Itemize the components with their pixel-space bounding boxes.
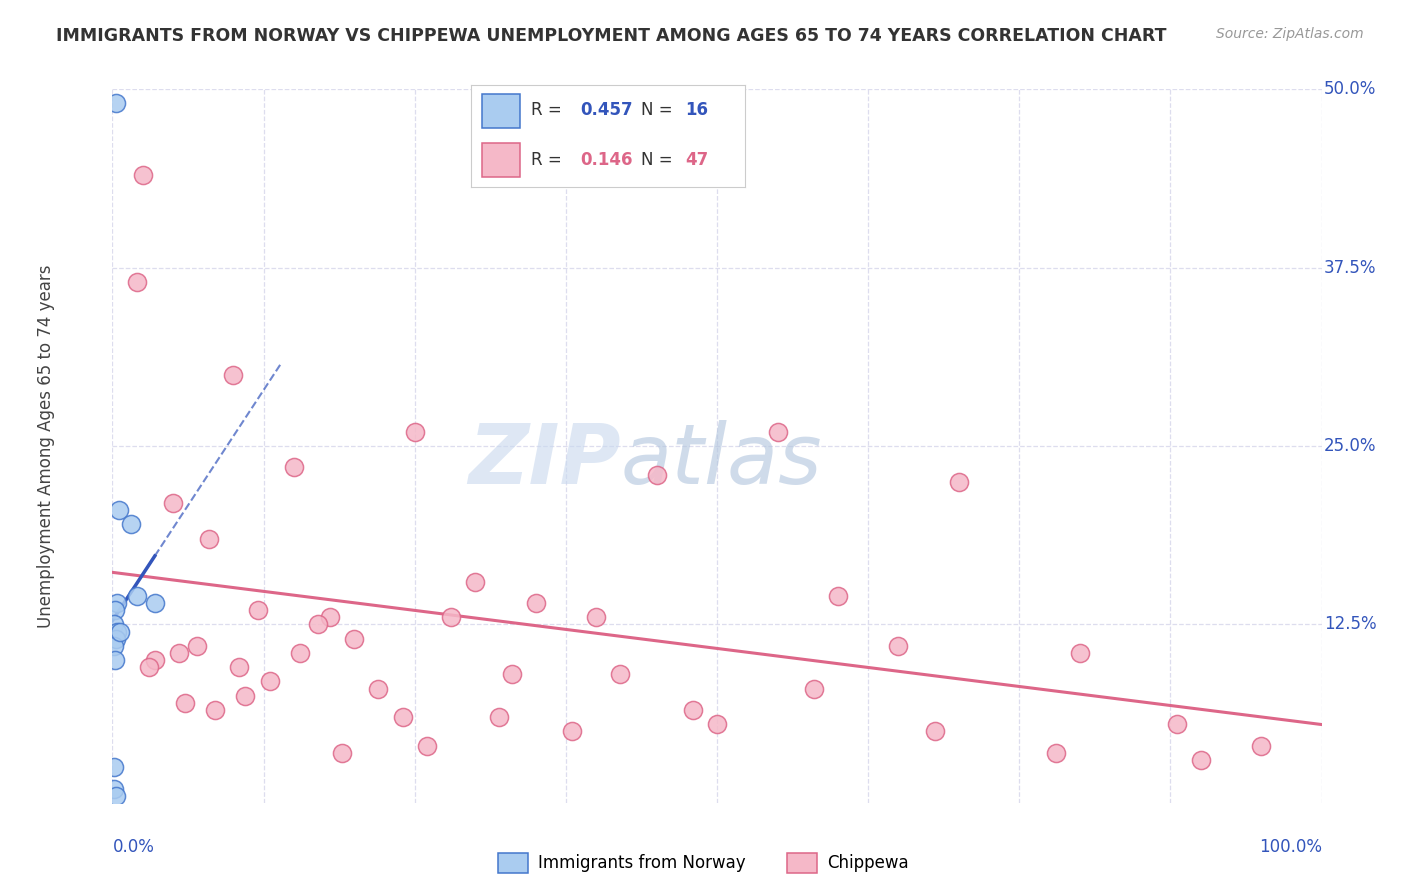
Text: 37.5%: 37.5% [1324, 259, 1376, 277]
Point [198, 532, 221, 546]
Point [103, 781, 125, 796]
Point [104, 789, 127, 803]
Point [104, 653, 127, 667]
Point [104, 632, 127, 646]
Point [1069, 646, 1091, 660]
Text: 0.457: 0.457 [581, 102, 633, 120]
Text: N =: N = [641, 102, 678, 120]
Point [948, 475, 970, 489]
Point [330, 746, 353, 760]
Point [887, 639, 910, 653]
Point [104, 603, 127, 617]
Point [125, 275, 148, 289]
Point [143, 596, 166, 610]
Text: R =: R = [531, 102, 568, 120]
Point [235, 689, 257, 703]
Point [367, 681, 389, 696]
Point [319, 610, 342, 624]
Point [132, 168, 155, 182]
Point [120, 517, 142, 532]
Point [585, 610, 607, 624]
Text: 12.5%: 12.5% [1324, 615, 1376, 633]
Point [105, 96, 128, 111]
Point [108, 624, 131, 639]
Legend: Immigrants from Norway, Chippewa: Immigrants from Norway, Chippewa [491, 847, 915, 880]
FancyBboxPatch shape [482, 94, 520, 128]
Text: N =: N = [641, 151, 678, 169]
Text: ZIP: ZIP [468, 420, 620, 500]
Text: Unemployment Among Ages 65 to 74 years: Unemployment Among Ages 65 to 74 years [37, 264, 55, 628]
Point [105, 596, 128, 610]
Point [343, 632, 366, 646]
Point [125, 589, 148, 603]
Point [246, 603, 269, 617]
Text: 0.0%: 0.0% [112, 838, 155, 856]
Point [488, 710, 510, 724]
Point [204, 703, 226, 717]
Text: R =: R = [531, 151, 568, 169]
Point [391, 710, 413, 724]
Point [501, 667, 523, 681]
Point [103, 617, 125, 632]
Point [186, 639, 208, 653]
Text: IMMIGRANTS FROM NORWAY VS CHIPPEWA UNEMPLOYMENT AMONG AGES 65 TO 74 YEARS CORREL: IMMIGRANTS FROM NORWAY VS CHIPPEWA UNEMP… [56, 27, 1167, 45]
Point [524, 596, 547, 610]
Point [103, 760, 125, 774]
FancyBboxPatch shape [482, 144, 520, 177]
Text: 25.0%: 25.0% [1324, 437, 1376, 455]
Point [174, 696, 197, 710]
Point [766, 425, 789, 439]
Point [827, 589, 849, 603]
Point [440, 610, 463, 624]
Text: 0.146: 0.146 [581, 151, 633, 169]
Point [288, 646, 311, 660]
Text: atlas: atlas [620, 420, 823, 500]
Point [162, 496, 184, 510]
Point [222, 368, 245, 382]
Text: 47: 47 [685, 151, 709, 169]
Point [307, 617, 329, 632]
Point [283, 460, 305, 475]
Point [609, 667, 631, 681]
Point [706, 717, 728, 731]
Text: 100.0%: 100.0% [1258, 838, 1322, 856]
Point [1189, 753, 1212, 767]
Point [228, 660, 250, 674]
Point [1166, 717, 1188, 731]
Point [107, 503, 129, 517]
Text: 16: 16 [685, 102, 707, 120]
Point [404, 425, 426, 439]
Point [143, 653, 166, 667]
Point [682, 703, 704, 717]
Point [924, 724, 946, 739]
Point [645, 467, 668, 482]
Point [803, 681, 825, 696]
Point [105, 624, 128, 639]
Point [167, 646, 190, 660]
Text: Source: ZipAtlas.com: Source: ZipAtlas.com [1216, 27, 1364, 41]
Point [464, 574, 486, 589]
Point [103, 639, 125, 653]
Point [1250, 739, 1272, 753]
Point [561, 724, 583, 739]
Text: 50.0%: 50.0% [1324, 80, 1376, 98]
Point [416, 739, 439, 753]
Point [259, 674, 281, 689]
Point [138, 660, 160, 674]
Point [1045, 746, 1067, 760]
